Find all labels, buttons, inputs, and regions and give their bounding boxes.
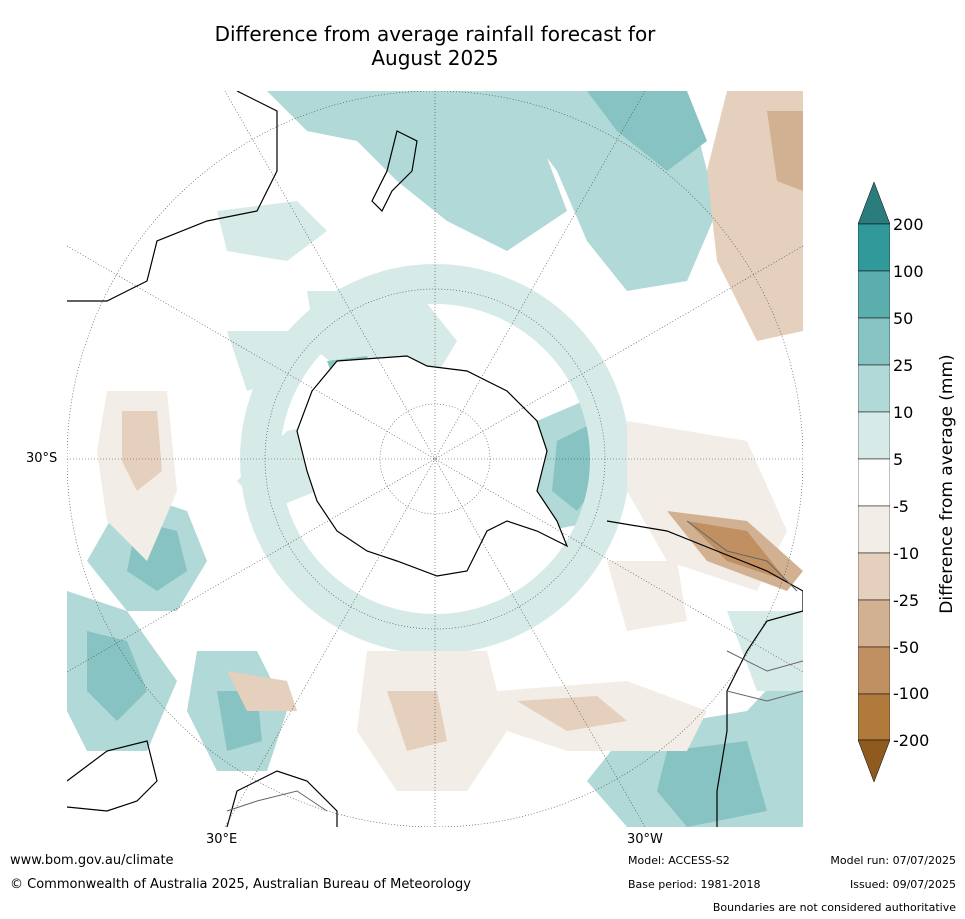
colorbar-title: Difference from average (mm): [937, 354, 957, 614]
colorbar-tick: -10: [893, 544, 920, 563]
model-run-date: Model run: 07/07/2025: [830, 854, 956, 867]
africa-coastline: [67, 740, 158, 812]
colorbar-tick: -25: [893, 591, 920, 610]
negative-anomaly-regions: [97, 91, 803, 791]
title-line-2: August 2025: [371, 46, 499, 70]
colorbar-tick: 200: [893, 215, 924, 234]
colorbar-tick: 25: [893, 356, 914, 375]
issued-date: Issued: 09/07/2025: [849, 878, 956, 891]
colorbar-tick: 10: [893, 403, 914, 422]
footer-url[interactable]: www.bom.gov.au/climate: [10, 853, 174, 868]
lon-label-30w: 30°W: [627, 832, 663, 847]
model-name: Model: ACCESS-S2: [628, 854, 730, 867]
colorbar-tick: -5: [893, 497, 909, 516]
rainfall-anomaly-map: [67, 91, 803, 827]
base-period: Base period: 1981-2018: [628, 878, 761, 891]
colorbar-tick: -50: [893, 638, 920, 657]
boundary-disclaimer: Boundaries are not considered authoritat…: [712, 901, 956, 914]
lon-label-30e: 30°E: [206, 832, 238, 847]
footer-copyright: © Commonwealth of Australia 2025, Austra…: [10, 877, 471, 892]
map-title: Difference from average rainfall forecas…: [150, 22, 720, 70]
colorbar-tick: 50: [893, 309, 914, 328]
southern-africa-coastline: [226, 770, 338, 827]
graticule: [67, 91, 803, 827]
colorbar: [858, 182, 890, 782]
colorbar-tick: 5: [893, 450, 904, 469]
australia-coastline: [67, 91, 278, 302]
colorbar-tick: 100: [893, 262, 924, 281]
south-america-coastline: [606, 520, 803, 827]
southern-africa-border: [226, 790, 328, 812]
title-line-1: Difference from average rainfall forecas…: [214, 22, 656, 46]
antarctica-coastline: [296, 355, 569, 577]
south-america-border: [686, 520, 803, 702]
lat-label-30s: 30°S: [26, 451, 58, 466]
colorbar-tick: -200: [893, 731, 930, 750]
colorbar-tick: -100: [893, 684, 930, 703]
new-zealand-coastline: [371, 130, 418, 213]
